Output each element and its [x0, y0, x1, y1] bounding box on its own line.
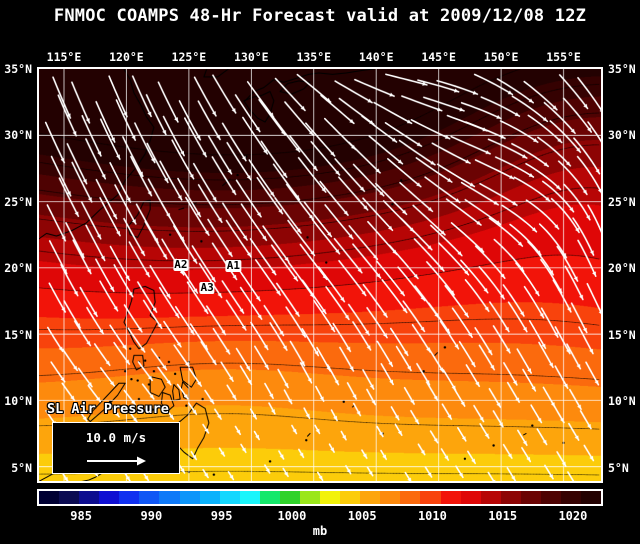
- longitude-tick-label: 140°E: [358, 50, 394, 64]
- map-feature-label: A3: [199, 280, 215, 294]
- map-plot-area[interactable]: A2 A1 A3 SL Air Pressure 10.0 m/s: [37, 67, 603, 483]
- field-legend-label: SL Air Pressure: [47, 401, 169, 417]
- colorbar-swatch: [420, 491, 441, 504]
- colorbar-swatch: [99, 491, 120, 504]
- colorbar-swatch: [219, 491, 240, 504]
- colorbar-swatch: [581, 491, 601, 504]
- wind-scale-legend: 10.0 m/s: [52, 422, 180, 474]
- page-title: FNMOC COAMPS 48-Hr Forecast valid at 200…: [53, 6, 587, 26]
- colorbar-tick-label: 1010: [417, 509, 447, 523]
- longitude-tick-label: 135°E: [296, 50, 332, 64]
- colorbar-tick-label: 1020: [558, 509, 588, 523]
- colorbar-tick-label: 990: [140, 509, 163, 523]
- colorbar-units-label: mb: [312, 524, 328, 538]
- colorbar-swatch: [380, 491, 401, 504]
- colorbar-swatch: [279, 491, 301, 504]
- map-feature-label: A1: [225, 259, 241, 273]
- longitude-tick-label: 145°E: [421, 50, 456, 64]
- colorbar-swatch: [259, 491, 280, 504]
- colorbar-swatch: [440, 491, 461, 504]
- colorbar-tick-label: 1000: [277, 509, 307, 523]
- latitude-tick-label: 5°N: [11, 460, 32, 475]
- colorbar-swatch: [340, 491, 361, 504]
- colorbar-swatch: [59, 491, 80, 504]
- colorbar-swatch: [480, 491, 501, 504]
- colorbar-swatch: [320, 491, 341, 504]
- right-arrow-icon: [87, 456, 146, 466]
- latitude-tick-label: 10°N: [608, 394, 636, 409]
- longitude-tick-label: 125°E: [171, 50, 207, 64]
- colorbar-swatch: [79, 491, 100, 504]
- latitude-tick-label: 25°N: [608, 194, 636, 209]
- map-feature-label: A2: [173, 258, 189, 272]
- colorbar-tick-label: 1015: [488, 509, 518, 523]
- colorbar-swatch: [520, 491, 541, 504]
- colorbar-swatch: [540, 491, 562, 504]
- latitude-tick-label: 35°N: [4, 62, 32, 76]
- latitude-tick-label: 10°N: [4, 394, 32, 409]
- latitude-tick-label: 30°N: [4, 128, 32, 143]
- colorbar-swatch: [300, 491, 321, 504]
- pressure-field-canvas: [39, 69, 601, 481]
- colorbar-swatch: [500, 491, 521, 504]
- longitude-tick-label: 130°E: [233, 50, 269, 64]
- longitude-tick-label: 120°E: [109, 50, 144, 64]
- colorbar-swatch: [561, 491, 582, 504]
- longitude-tick-label: 150°E: [483, 50, 519, 64]
- latitude-tick-label: 20°N: [608, 261, 636, 276]
- colorbar-swatch: [239, 491, 260, 504]
- colorbar-swatch: [139, 491, 160, 504]
- colorbar-swatch: [360, 491, 381, 504]
- longitude-tick-label: 155°E: [546, 50, 581, 64]
- colorbar-tick-label: 1005: [347, 509, 377, 523]
- latitude-tick-label: 5°N: [608, 460, 629, 475]
- colorbar-swatch: [460, 491, 481, 504]
- latitude-tick-label: 30°N: [608, 128, 636, 143]
- latitude-tick-label: 20°N: [4, 261, 32, 276]
- colorbar-tick-label: 995: [210, 509, 233, 523]
- colorbar-swatch: [119, 491, 140, 504]
- colorbar-swatch: [199, 491, 220, 504]
- latitude-tick-label: 15°N: [4, 327, 32, 342]
- colorbar-tick-label: 985: [70, 509, 92, 523]
- latitude-tick-label: 25°N: [4, 194, 32, 209]
- wind-scale-value: 10.0 m/s: [85, 430, 147, 445]
- latitude-tick-label: 35°N: [608, 62, 636, 76]
- longitude-tick-label: 115°E: [46, 50, 82, 64]
- latitude-tick-label: 15°N: [608, 327, 636, 342]
- colorbar-swatch: [159, 491, 180, 504]
- colorbar-swatch: [400, 491, 421, 504]
- colorbar-swatch: [179, 491, 200, 504]
- pressure-colorbar[interactable]: [37, 489, 603, 506]
- colorbar-swatch: [39, 491, 60, 504]
